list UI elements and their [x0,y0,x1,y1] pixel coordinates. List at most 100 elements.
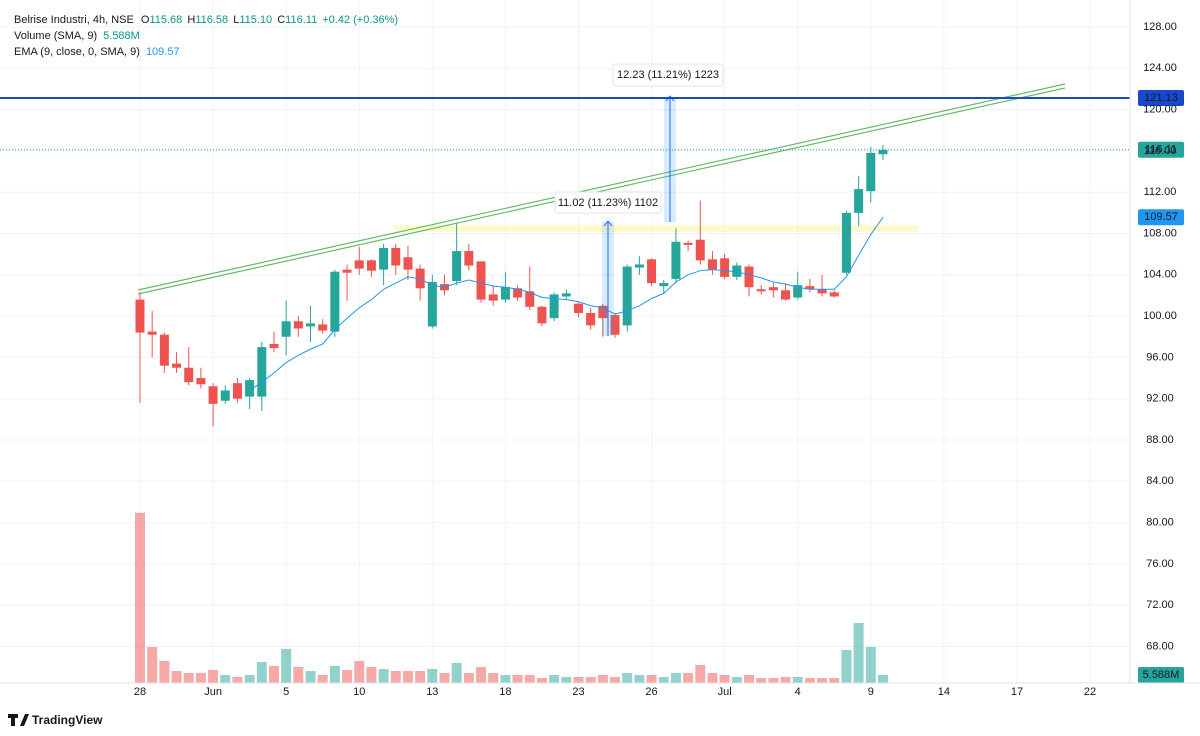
volume-bar [220,674,231,683]
candle-body [196,378,206,385]
volume-title: Volume (SMA, 9) [14,30,97,42]
x-tick-label: 14 [938,686,950,698]
candle-body [415,268,425,289]
volume-bar [415,670,426,683]
y-tick-label: 96.00 [1146,351,1174,363]
volume-bar [183,672,194,683]
candle-body [829,292,839,297]
y-tick-label: 88.00 [1146,434,1174,446]
measure-box [612,63,724,87]
y-tick-label: 100.00 [1143,310,1177,322]
ema-title: EMA (9, close, 0, SMA, 9) [14,46,140,58]
y-tick-label: 124.00 [1143,62,1177,74]
volume-bar [232,676,243,683]
candle-body [622,266,632,326]
y-tick-label: 120.00 [1143,104,1177,116]
x-tick-label: 17 [1011,686,1023,698]
volume-bar [792,676,803,683]
measure-box [554,191,662,214]
ohlc-value: 115.10 [239,14,272,26]
volume-bar [658,676,669,683]
volume-bar [463,672,474,683]
candle-body [427,282,437,327]
y-tick-label: 128.00 [1143,21,1177,33]
volume-bar [402,670,413,683]
x-tick-label: 5 [283,686,289,698]
candles [135,144,888,427]
volume-bar [804,677,815,683]
volume-bar [731,676,742,683]
candle-body [768,287,778,291]
volume-bar [281,648,292,683]
volume-bar [634,674,645,683]
volume-bar [208,669,219,683]
candle-body [695,239,705,261]
x-tick-label: 28 [134,686,146,698]
candle-body [866,152,876,192]
legend-ema: EMA (9, close, 0, SMA, 9) 109.57 [14,46,180,58]
candle-body [732,265,742,277]
volume-bar [451,662,462,683]
volume-bar [366,666,377,683]
candle-body [172,363,182,368]
volume-bar [561,676,572,683]
candle-body [561,293,571,297]
volume-bar [268,665,279,683]
symbol: Belrise Industri, 4h, NSE [14,14,134,26]
x-tick-label: Jul [718,686,732,698]
candle-body [159,334,169,366]
candle-body [805,286,815,290]
logo [8,714,29,726]
candle-body [147,331,157,335]
ema-value: 109.57 [146,46,180,58]
volume-bar [744,674,754,683]
candle-body [135,299,145,333]
candle-body [245,380,255,397]
candle-body [659,283,669,287]
ohlc-key: C [277,14,285,26]
volume-bar [488,672,499,683]
zone [395,225,918,232]
volume-bar [585,676,596,683]
y-tick-label: 92.00 [1146,393,1174,405]
volume-bar [646,674,657,683]
brand: TradingView [32,713,103,727]
candle-body [281,321,291,337]
candle-body [220,390,230,401]
change: +0.42 (+0.36%) [322,14,398,26]
candle-body [293,321,303,329]
candle-body [452,251,462,282]
volume-bar [670,672,681,683]
legend-volume: Volume (SMA, 9) 5.588M [14,30,140,42]
volume-bar [439,672,450,683]
volume-bar [683,672,694,683]
price-tag [1138,89,1184,106]
volume-bar [195,672,206,683]
volume-bar [256,661,267,683]
ema-line [249,217,884,391]
y-tick-label: 68.00 [1146,640,1174,652]
measure-label: 11.02 (11.23%) 1102 [558,197,658,209]
grid [0,0,1130,683]
candle-body [330,271,340,332]
candle-body [634,264,644,268]
volume-bar [329,665,340,683]
x-tick-label: 9 [868,686,874,698]
candle-body [379,247,389,270]
ohlc-key: L [233,14,239,26]
x-tick-label: 4 [795,686,801,698]
x-tick-label: 26 [645,686,657,698]
y-tick-label: 84.00 [1146,475,1174,487]
candle-body [513,288,523,298]
candle-body [720,258,730,277]
volume-bar [317,674,328,683]
candle-body [537,306,547,324]
candle-body [257,347,267,397]
volume-bar [536,677,547,683]
price-tag [1138,141,1184,158]
volume-bar [622,672,633,683]
candle-body [744,266,754,288]
volume-bar [817,677,828,683]
candle-body [184,367,194,383]
